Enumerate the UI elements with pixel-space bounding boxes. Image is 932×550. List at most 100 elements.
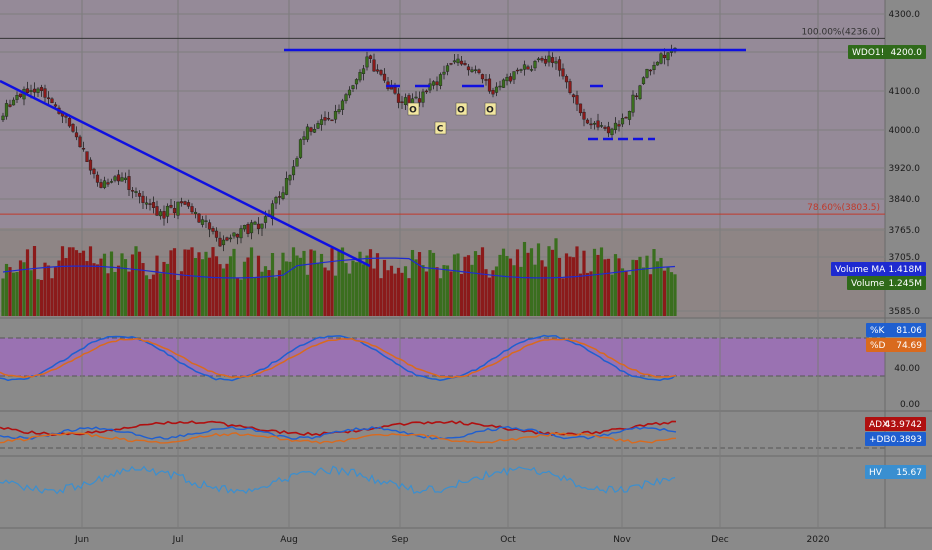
stoch-band — [0, 338, 885, 376]
volume-bar — [379, 278, 383, 316]
volume-bar — [43, 262, 47, 316]
volume-bar — [333, 275, 338, 316]
volume-bar — [578, 273, 583, 316]
trend-drawings[interactable] — [0, 48, 746, 268]
stoch-tick-label: 40.00 — [894, 364, 920, 374]
candle-body — [204, 220, 208, 222]
volume-bar — [435, 267, 439, 316]
volume-bar — [74, 250, 79, 316]
candle-body — [291, 166, 296, 176]
volume-bar — [456, 253, 460, 316]
candle-body — [249, 222, 254, 234]
volume-bar — [60, 246, 65, 316]
indicator-lines — [0, 334, 677, 495]
candle-body — [179, 201, 184, 204]
volume-bar — [169, 250, 173, 316]
candle-body — [25, 88, 30, 93]
candle-body — [494, 86, 499, 93]
candle-body — [456, 58, 460, 64]
volume-bar — [57, 260, 61, 316]
candle-body — [312, 129, 317, 133]
candle-body — [617, 124, 621, 127]
fib-retracement[interactable]: 100.00%(4236.0) 78.60%(3803.5) — [0, 27, 885, 215]
volume-bar — [673, 274, 677, 316]
candle-body — [596, 120, 600, 128]
candle-body — [39, 87, 44, 91]
minus-di-line — [0, 432, 677, 445]
candle-body — [71, 123, 75, 132]
volume-bar — [529, 248, 534, 316]
price-axis[interactable]: 4300.0 4100.0 4000.0 3920.0 3840.0 3765.0 3705… — [889, 10, 921, 410]
stoch-k-badge-label: %K — [870, 326, 886, 336]
candle-body — [78, 136, 82, 148]
candle-body — [176, 201, 180, 216]
price-tick-label: 3705.0 — [889, 253, 921, 263]
volume-bar — [270, 253, 275, 316]
plus-di-badge-label: +DI — [869, 435, 886, 445]
candle-body — [151, 202, 156, 208]
candle-body — [53, 104, 58, 107]
candle-body — [127, 176, 131, 190]
candle-body — [74, 132, 79, 138]
volume-bar — [407, 278, 411, 316]
volume-bar — [421, 265, 425, 316]
volume-bar — [543, 266, 548, 316]
candle-body — [232, 232, 236, 237]
candle-body — [225, 237, 229, 241]
volume-bar — [221, 268, 226, 316]
candle-body — [641, 77, 646, 85]
volume-bar — [123, 259, 128, 316]
candle-body — [18, 93, 23, 97]
volume-bar — [102, 253, 107, 316]
volume-bar — [659, 257, 663, 316]
volume-bar — [522, 241, 527, 316]
volume-bars — [1, 238, 677, 316]
candle-body — [379, 70, 383, 75]
price-tick-label: 3765.0 — [889, 226, 921, 236]
adx-badge-value: 43.9742 — [885, 420, 922, 430]
volume-bar — [183, 249, 187, 316]
price-tick-label: 3840.0 — [889, 195, 921, 205]
candle-body — [270, 203, 275, 220]
time-axis[interactable]: Jun Jul Aug Sep Oct Nov Dec 2020 — [74, 535, 830, 545]
candle-body — [431, 81, 436, 86]
volume-bar — [232, 248, 236, 316]
candle-body — [197, 213, 201, 223]
candle-body — [393, 87, 397, 94]
candle-body — [144, 202, 149, 205]
volume-bar — [50, 278, 54, 316]
candle-body — [365, 56, 369, 68]
volume-badge-label: Volume — [851, 279, 885, 289]
volume-bar — [459, 274, 464, 316]
candle-body — [491, 90, 495, 95]
candle-body — [123, 177, 128, 180]
stoch-d-badge-box — [866, 338, 926, 352]
candle-body — [113, 176, 117, 181]
volume-bar — [71, 247, 75, 316]
volume-bar — [162, 261, 166, 316]
candle-body — [141, 195, 145, 203]
candle-body — [557, 59, 562, 71]
volume-bar — [158, 273, 163, 316]
volume-bar — [190, 247, 194, 316]
volume-bar — [274, 277, 278, 316]
volume-bar — [400, 272, 404, 316]
candle-body — [309, 127, 313, 132]
volume-bar — [295, 255, 299, 316]
volume-bar — [78, 252, 82, 316]
x-tick-label: Jul — [172, 535, 184, 545]
candle-body — [284, 178, 289, 195]
volume-bar — [624, 270, 628, 316]
volume-bar — [116, 265, 121, 316]
volume-bar — [67, 247, 72, 316]
candle-body — [536, 58, 541, 61]
x-tick-label: Oct — [500, 535, 516, 545]
volume-bar — [235, 277, 240, 316]
pattern-label-text: O — [486, 106, 494, 116]
hv-badge-label: HV — [869, 468, 883, 478]
volume-bar — [617, 258, 621, 316]
candle-body — [540, 58, 544, 61]
volume-bar — [323, 267, 327, 316]
